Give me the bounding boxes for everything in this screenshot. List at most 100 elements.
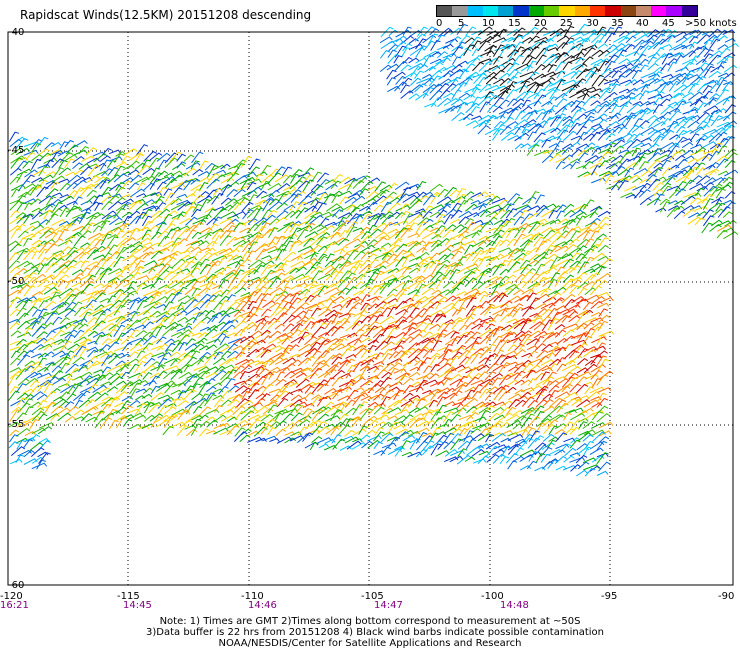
wind-barb — [248, 194, 258, 204]
wind-barb — [211, 271, 224, 281]
wind-barb — [386, 197, 401, 206]
wind-barb — [443, 368, 457, 379]
wind-barb — [498, 199, 509, 206]
wind-barb — [449, 68, 464, 78]
wind-barb — [660, 98, 671, 106]
wind-barb — [519, 437, 534, 449]
wind-barb — [351, 195, 366, 204]
wind-barb — [478, 381, 493, 394]
wind-barb — [330, 409, 342, 422]
wind-barb — [465, 340, 480, 350]
wind-barb — [394, 340, 406, 351]
wind-barb — [541, 319, 554, 332]
wind-barb — [492, 229, 505, 239]
wind-barb — [561, 315, 572, 323]
wind-barb — [723, 81, 734, 86]
wind-barb — [443, 343, 453, 353]
wind-barb — [353, 387, 365, 392]
wind-barb — [429, 252, 441, 261]
wind-barb — [31, 320, 41, 330]
wind-barb — [394, 315, 406, 324]
wind-barb — [73, 329, 85, 339]
wind-barb — [66, 200, 78, 206]
wind-barb — [155, 195, 165, 205]
map-frame — [7, 31, 734, 586]
wind-barb — [190, 423, 203, 437]
wind-barb — [429, 259, 441, 269]
wind-barb — [303, 237, 315, 247]
wind-barb — [275, 290, 289, 297]
wind-barb — [435, 357, 449, 367]
wind-barb — [549, 88, 561, 100]
wind-barb — [647, 62, 659, 71]
wind-barb — [52, 167, 65, 178]
wind-barb — [324, 193, 337, 199]
wind-barb — [423, 50, 439, 58]
wind-barb — [36, 331, 48, 339]
wind-barb — [15, 212, 27, 219]
wind-barb — [584, 154, 600, 163]
wind-barb — [143, 380, 157, 387]
wind-barb — [158, 404, 169, 415]
wind-barb — [703, 134, 715, 142]
wind-barb — [78, 323, 89, 330]
wind-barb — [233, 328, 246, 337]
wind-barb — [29, 315, 45, 325]
wind-barb — [689, 162, 700, 170]
wind-barb — [451, 383, 467, 393]
wind-barb — [535, 207, 549, 218]
wind-barb — [394, 447, 405, 457]
wind-barb — [478, 83, 492, 94]
wind-barb — [443, 253, 455, 261]
wind-barb — [232, 345, 244, 351]
wind-barb — [576, 93, 590, 99]
wind-barb — [640, 170, 653, 178]
wind-barb — [354, 240, 369, 248]
wind-barb — [380, 49, 391, 59]
wind-barb — [505, 217, 516, 227]
wind-barb — [576, 125, 587, 136]
wind-barb — [142, 387, 154, 395]
wind-barb — [256, 190, 268, 199]
wind-barb — [466, 212, 480, 218]
wind-barb — [240, 364, 253, 373]
wind-barb — [367, 177, 381, 184]
wind-barb — [298, 383, 313, 392]
wind-barb — [415, 251, 430, 261]
wind-barb — [514, 280, 527, 288]
wind-barb — [498, 390, 511, 401]
wind-barb — [457, 448, 468, 457]
wind-barb — [522, 196, 537, 205]
wind-barb — [667, 52, 683, 59]
wind-barb — [115, 360, 126, 367]
wind-barb — [443, 70, 454, 78]
wind-barb — [253, 307, 263, 315]
wind-barb — [36, 323, 47, 332]
wind-barb — [52, 270, 66, 281]
wind-barb — [519, 71, 536, 78]
wind-barb — [282, 174, 295, 184]
wind-barb — [72, 384, 83, 394]
wind-barb — [372, 222, 388, 231]
wind-barb — [207, 252, 218, 260]
wind-barb — [212, 164, 226, 171]
wind-barb — [478, 256, 489, 267]
wind-barb — [283, 379, 298, 386]
wind-barb — [260, 241, 277, 248]
wind-barb — [93, 283, 105, 289]
wind-barb — [723, 64, 738, 73]
wind-barb — [121, 405, 133, 415]
wind-barb — [324, 260, 335, 268]
wind-barb — [436, 434, 448, 444]
wind-barb — [584, 317, 599, 324]
wind-barb — [205, 344, 218, 351]
wind-barb — [470, 331, 481, 339]
wind-barb — [486, 453, 500, 463]
wind-barb — [149, 401, 163, 407]
wind-barb — [687, 106, 699, 114]
wind-barb — [365, 268, 380, 274]
wind-barb — [526, 109, 539, 121]
wind-barb — [722, 176, 733, 184]
wind-barb — [423, 365, 433, 374]
wind-barb — [267, 182, 282, 191]
